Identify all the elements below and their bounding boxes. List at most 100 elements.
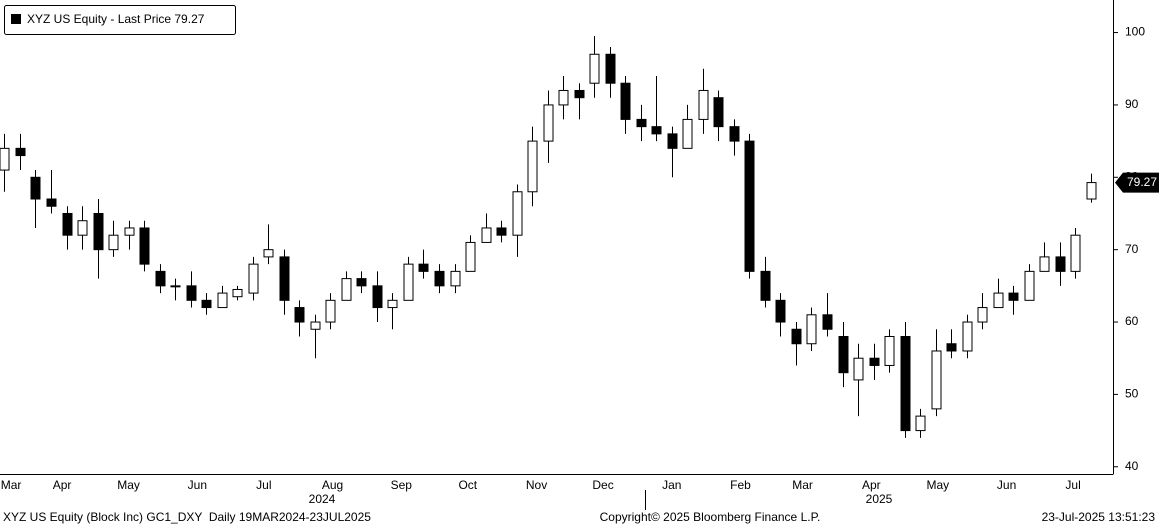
candle-body [915,415,926,432]
legend-box [4,5,236,35]
y-tick-label: 40 [1125,459,1139,473]
candle-body [248,263,259,294]
x-tick-label: Jun [188,478,207,492]
candle-body [729,126,740,142]
candle-body [124,227,135,236]
candle-body [636,118,647,128]
y-tick-label: 50 [1125,387,1139,401]
y-tick-label: 60 [1125,314,1139,328]
legend-text: XYZ US Equity - Last Price 79.27 [27,12,205,26]
candle-body [822,314,833,330]
y-tick-label: 70 [1125,242,1139,256]
candle-body [434,270,445,287]
candle-body [977,307,988,323]
candle-body [760,270,771,301]
x-tick-label: May [117,478,140,492]
candle-body [465,241,476,272]
candle-body [900,336,911,432]
candle-body [279,256,290,301]
candle-body [744,140,755,272]
candle-body [387,299,398,309]
candle-body [403,263,414,301]
candle-body [651,126,662,135]
candle-body [775,299,786,323]
candle-body [589,53,600,84]
candle-body [512,191,523,236]
x-tick-label: Jul [1065,478,1080,492]
candle-body [605,53,616,84]
x-tick-label: May [927,478,950,492]
candle-body [201,299,212,309]
candle-body [356,278,367,287]
candle-body [558,89,569,106]
candle-body [838,336,849,374]
candle-body [806,314,817,345]
candle-body [418,263,429,272]
candle-body [93,212,104,251]
candle-body [962,321,973,352]
x-tick-label: Dec [592,478,613,492]
y-tick-label: 100 [1125,25,1145,39]
x-tick-label: Oct [458,478,477,492]
candle-body [46,198,57,207]
candle-body [0,147,10,171]
candle-body [1008,292,1019,301]
x-tick-label: Mar [792,478,813,492]
candle-body [341,278,352,301]
candle-body [791,328,802,345]
candle-body [931,350,942,410]
x-tick-label: Apr [53,478,72,492]
footer-center: Copyright© 2025 Bloomberg Finance L.P. [600,510,821,524]
footer-right: 23-Jul-2025 13:51:23 [1042,510,1156,524]
legend-swatch [11,14,21,24]
footer-left: XYZ US Equity (Block Inc) GC1_DXY Daily … [3,510,371,524]
last-price-label: 79.27 [1127,175,1157,189]
candle-body [15,147,26,157]
candle-body [108,234,119,251]
candle-body [1024,270,1035,301]
x-tick-label: Apr [862,478,881,492]
candle-body [294,307,305,323]
candle-body [667,133,678,149]
candle-body [325,299,336,323]
x-tick-label: Mar [1,478,22,492]
x-tick-label: Sep [391,478,413,492]
candle-body [527,140,538,193]
candle-body [853,357,864,381]
candle-body [30,176,41,200]
candle-body [946,343,957,352]
candle-body [263,249,274,258]
candle-body [481,227,492,243]
x-tick-label: Jan [662,478,681,492]
candle-body [170,285,181,288]
candle-body [217,292,228,309]
candle-body [1070,234,1081,272]
x-tick-label: Aug [322,478,343,492]
x-tick-label: Jun [997,478,1016,492]
candle-body [682,118,693,149]
candle-body [372,285,383,309]
candle-body [496,227,507,236]
x-tick-label: Feb [730,478,751,492]
candle-body [310,321,321,330]
candle-body [450,270,461,287]
candle-body [1039,256,1050,272]
candle-body [869,357,880,366]
candle-body [574,89,585,99]
candle-body [993,292,1004,309]
year-label: 2024 [309,492,336,506]
last-price-tag [1115,172,1159,193]
candle-body [186,285,197,301]
candle-body [232,288,243,298]
x-tick-label: Jul [256,478,271,492]
candle-body [155,270,166,287]
candle-body [62,212,73,236]
x-tick-label: Nov [526,478,547,492]
candle-body [884,336,895,366]
y-tick-label: 90 [1125,97,1139,111]
candle-body [1055,256,1066,272]
candle-body [1086,182,1097,200]
year-label: 2025 [866,492,893,506]
candle-body [543,104,554,142]
